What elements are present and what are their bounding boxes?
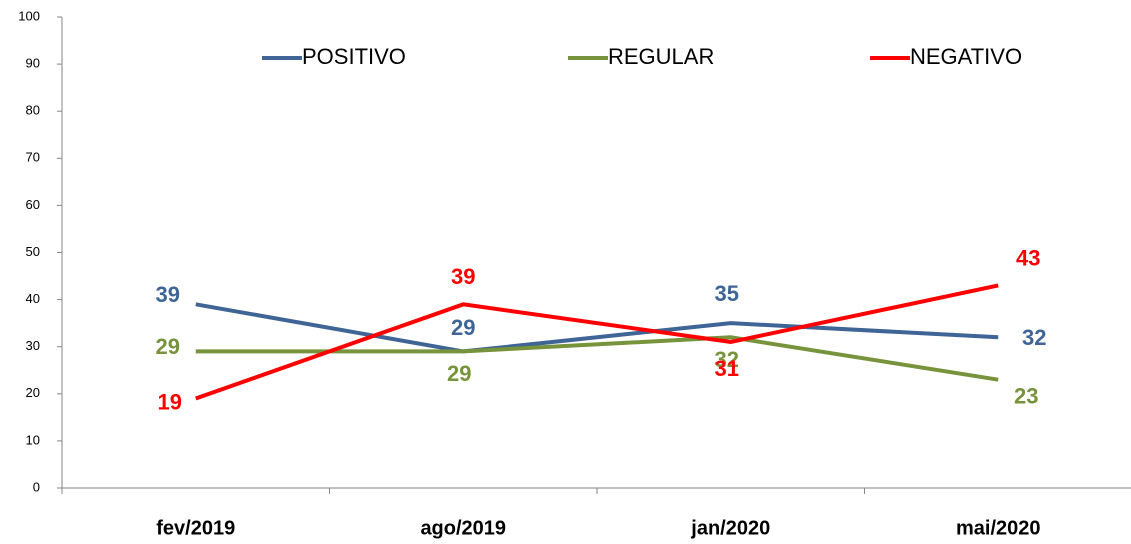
- value-label: 32: [715, 347, 739, 372]
- y-tick-label: 30: [26, 338, 40, 353]
- value-label: 29: [447, 361, 471, 386]
- value-label: 39: [156, 282, 180, 307]
- value-label: 29: [451, 315, 475, 340]
- value-label: 35: [715, 281, 739, 306]
- series-line: [195, 302, 999, 354]
- y-tick-label: 0: [33, 479, 40, 494]
- y-tick-label: 70: [26, 150, 40, 165]
- y-tick-label: 90: [26, 56, 40, 71]
- value-label: 32: [1022, 325, 1046, 350]
- value-label: 39: [451, 264, 475, 289]
- legend-label: REGULAR: [608, 44, 714, 69]
- y-tick-label: 50: [26, 244, 40, 259]
- value-label: 31: [715, 356, 739, 381]
- series-line: [195, 283, 999, 401]
- x-tick-label: ago/2019: [420, 517, 506, 539]
- legend-label: POSITIVO: [302, 44, 406, 69]
- series-line: [195, 335, 999, 382]
- y-tick-label: 20: [26, 385, 40, 400]
- y-tick-label: 100: [18, 8, 40, 23]
- x-tick-label: fev/2019: [156, 517, 235, 539]
- value-label: 23: [1014, 383, 1038, 408]
- x-tick-label: mai/2020: [956, 517, 1041, 539]
- value-label: 19: [158, 389, 182, 414]
- x-tick-label: jan/2020: [690, 517, 770, 539]
- y-tick-label: 60: [26, 197, 40, 212]
- legend-label: NEGATIVO: [910, 44, 1022, 69]
- value-label: 29: [156, 334, 180, 359]
- y-tick-label: 40: [26, 291, 40, 306]
- value-label: 43: [1016, 245, 1040, 270]
- y-tick-label: 10: [26, 432, 40, 447]
- y-tick-label: 80: [26, 103, 40, 118]
